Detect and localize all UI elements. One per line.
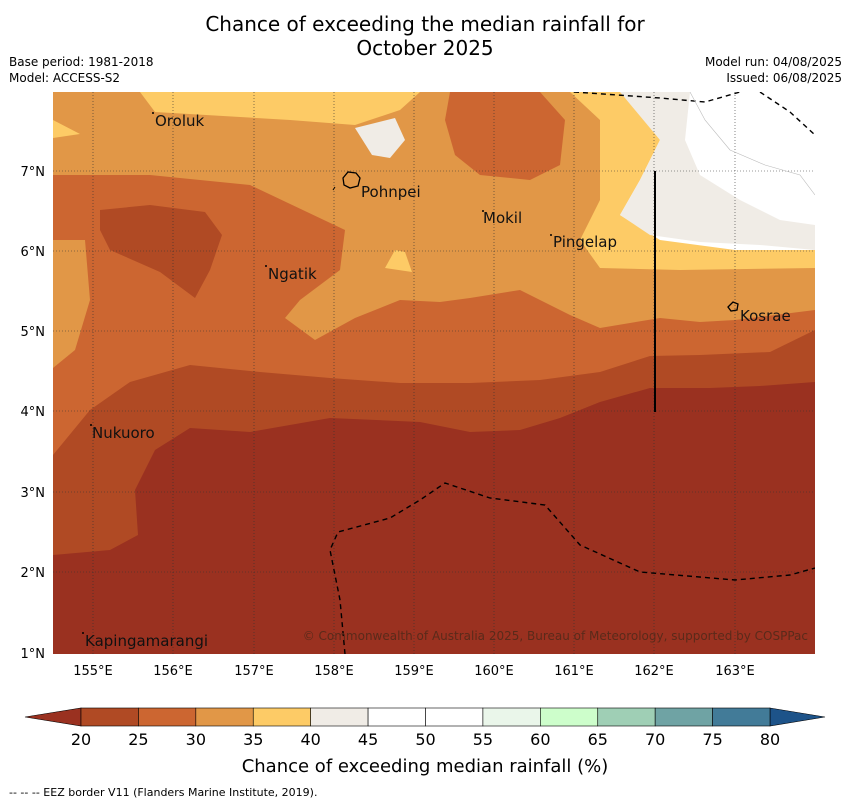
colorbar-tick-label: 75 (702, 730, 722, 749)
lon-tick: 155°E (73, 664, 113, 679)
lat-tick: 4°N (21, 405, 46, 420)
mokil-atoll (482, 210, 484, 212)
place-label-mokil: Mokil (483, 209, 522, 227)
contour-below-20 (53, 382, 815, 654)
ngatik-atoll (265, 265, 267, 267)
lon-tick: 160°E (474, 664, 514, 679)
pingelap-atoll (550, 234, 552, 236)
lat-tick: 6°N (21, 245, 46, 260)
colorbar-cell (597, 707, 656, 727)
meta-right: Model run: 04/08/2025 Issued: 06/08/2025 (705, 54, 842, 86)
nukuoro-atoll (90, 424, 92, 426)
longitude-axis: 155°E 156°E 157°E 158°E 159°E 160°E 161°… (73, 664, 755, 679)
lat-tick: 3°N (21, 486, 46, 501)
colorbar-tick-label: 20 (71, 730, 91, 749)
contour-40-45-pohnpei (355, 118, 405, 158)
colorbar-cell (540, 707, 599, 727)
kapingamarangi-atoll (82, 632, 84, 634)
issued-date: Issued: 06/08/2025 (726, 71, 842, 85)
place-label-kapingamarangi: Kapingamarangi (85, 632, 208, 650)
lon-tick: 157°E (234, 664, 274, 679)
colorbar-cell (80, 707, 139, 727)
colorbar: 20 25 30 35 40 45 50 55 60 65 70 75 80 Chance of exc… (24, 707, 826, 777)
colorbar-tick-label: 30 (186, 730, 206, 749)
lon-tick: 159°E (394, 664, 434, 679)
lon-tick: 161°E (554, 664, 594, 679)
lat-tick: 5°N (21, 325, 46, 340)
colorbar-tick-label: 40 (300, 730, 320, 749)
eez-footnote: -- -- -- EEZ border V11 (Flanders Marine… (9, 786, 318, 799)
contour-20-25-west (100, 205, 222, 298)
model-name: Model: ACCESS-S2 (9, 71, 121, 85)
colorbar-tick-label: 25 (128, 730, 148, 749)
lon-tick: 158°E (314, 664, 354, 679)
place-label-nukuoro: Nukuoro (92, 424, 155, 442)
colorbar-under-arrow (24, 707, 82, 727)
eez-borders (329, 92, 815, 654)
colorbar-cell (195, 707, 254, 727)
contour-35-40-patch (385, 250, 412, 272)
small-islet (332, 186, 336, 191)
place-label-ngatik: Ngatik (268, 265, 317, 283)
coast-line-northeast (689, 92, 815, 196)
latitude-axis: 7°N 6°N 5°N 4°N 3°N 2°N 1°N (21, 165, 46, 662)
colorbar-cell (138, 707, 197, 727)
title-line-1: Chance of exceeding the median rainfall … (205, 12, 645, 36)
lat-tick: 1°N (21, 647, 46, 662)
colorbar-tick-label: 35 (243, 730, 263, 749)
graticule (53, 92, 815, 654)
colorbar-tick-label: 70 (645, 730, 665, 749)
lat-tick: 2°N (21, 566, 46, 581)
place-label-pohnpei: Pohnpei (361, 183, 421, 201)
meta-left: Base period: 1981-2018 Model: ACCESS-S2 (9, 54, 154, 86)
colorbar-cell (654, 707, 713, 727)
colorbar-over-arrow (769, 707, 826, 727)
colorbar-cell (252, 707, 311, 727)
colorbar-cell (482, 707, 541, 727)
base-period: Base period: 1981-2018 (9, 55, 154, 69)
pohnpei-island (342, 171, 361, 189)
lon-tick: 156°E (153, 664, 193, 679)
colorbar-tick-label: 55 (473, 730, 493, 749)
colorbar-tick-label: 80 (760, 730, 780, 749)
oroluk-atoll (152, 112, 154, 114)
lon-tick: 162°E (634, 664, 674, 679)
colorbar-tick-label: 45 (358, 730, 378, 749)
lat-tick: 7°N (21, 165, 46, 180)
colorbar-tick-label: 50 (415, 730, 435, 749)
colorbar-title: Chance of exceeding median rainfall (%) (242, 756, 609, 777)
place-label-oroluk: Oroluk (155, 112, 204, 130)
model-run: Model run: 04/08/2025 (704, 55, 842, 69)
colorbar-cell (712, 707, 771, 727)
colorbar-cell (425, 707, 484, 727)
title-line-2: October 2025 (356, 36, 494, 60)
colorbar-tick-label: 60 (530, 730, 550, 749)
copyright-notice: © Commonwealth of Australia 2025, Bureau… (303, 629, 808, 643)
kosrae-island (727, 301, 739, 312)
place-label-pingelap: Pingelap (553, 233, 617, 251)
colorbar-tick-label: 65 (588, 730, 608, 749)
place-label-kosrae: Kosrae (740, 307, 791, 325)
lon-tick: 163°E (715, 664, 755, 679)
map-title: Chance of exceeding the median rainfall … (0, 12, 850, 60)
probability-field (53, 92, 815, 654)
colorbar-cell (367, 707, 426, 727)
contour-25-30-north (445, 92, 565, 180)
colorbar-cell (310, 707, 369, 727)
